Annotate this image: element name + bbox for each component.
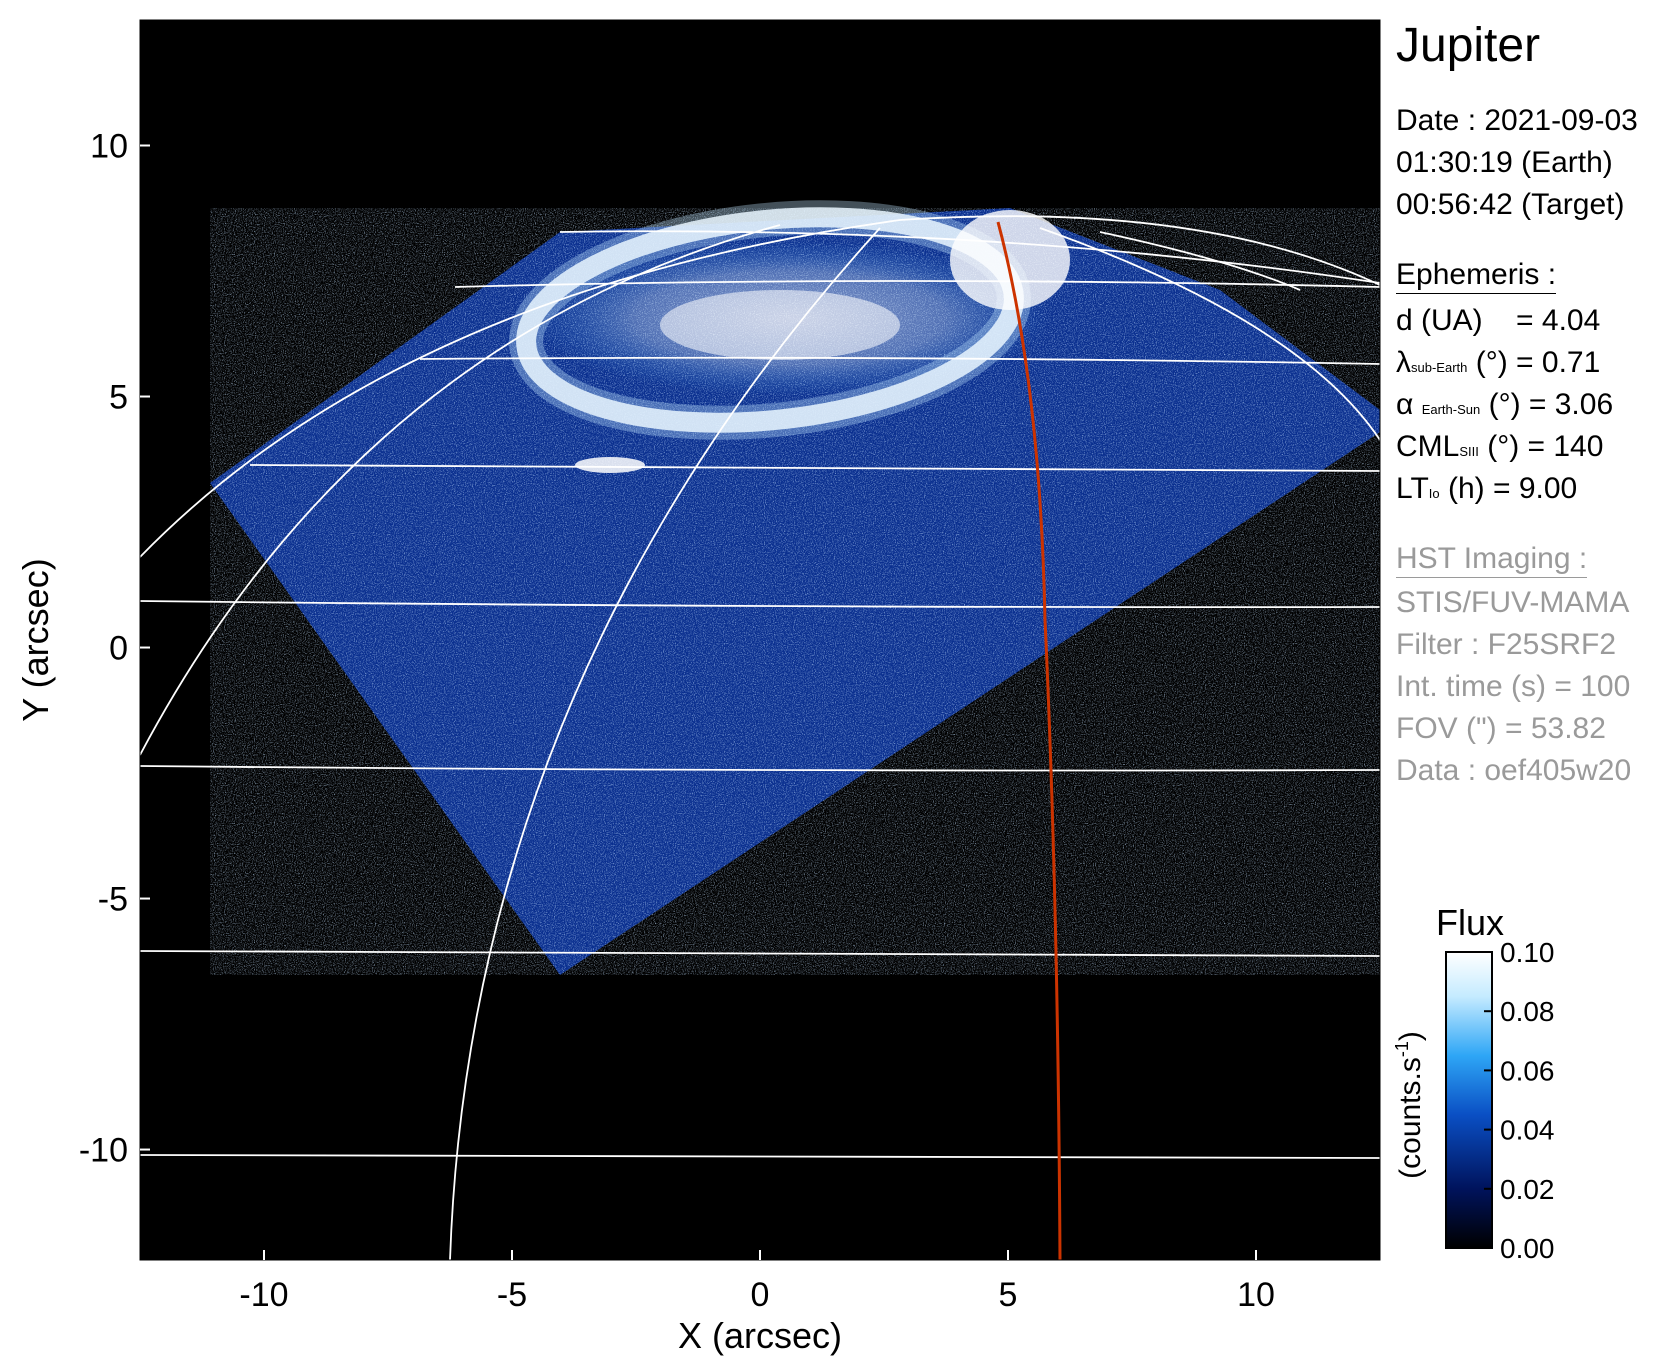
distance-label: d (UA) [1396, 304, 1483, 337]
lambda-subscript: sub-Earth [1411, 360, 1468, 375]
lt-value: (h) = 9.00 [1447, 472, 1578, 505]
info-date: Date : 2021-09-03 [1396, 104, 1638, 137]
cml-subscript: SIII [1459, 444, 1479, 459]
hst-data-id: Data : oef405w20 [1396, 754, 1632, 787]
cml-symbol: CML [1396, 430, 1460, 463]
colorbar-tick-label: 0.06 [1500, 1055, 1555, 1086]
alpha-value: (°) = 3.06 [1488, 388, 1614, 421]
colorbar-unit-close: ) [1394, 1031, 1427, 1041]
colorbar [1445, 951, 1493, 1249]
colorbar-unit-exponent: -1 [1392, 1041, 1412, 1057]
hst-instrument: STIS/FUV-MAMA [1396, 586, 1630, 619]
hst-fov: FOV (") = 53.82 [1396, 712, 1606, 745]
ephemeris-header: Ephemeris : [1396, 258, 1557, 294]
alpha-subscript: Earth-Sun [1421, 402, 1481, 417]
distance-value: = 4.04 [1516, 304, 1601, 337]
y-tick-label: 10 [90, 128, 128, 166]
lambda-value: (°) = 0.71 [1475, 346, 1601, 379]
cml-value: (°) = 140 [1487, 430, 1604, 463]
x-tick-label: -5 [497, 1276, 527, 1314]
y-axis-ticks: 10 5 0 -5 -10 [79, 128, 150, 1170]
x-axis-label: X (arcsec) [678, 1315, 842, 1356]
colorbar-tick-label: 0.08 [1500, 996, 1555, 1027]
ephemeris-distance: d (UA) = 4.04 [1396, 304, 1600, 338]
hst-header: HST Imaging : [1396, 542, 1588, 578]
y-axis-label: Y (arcsec) [15, 558, 56, 721]
hst-int-time: Int. time (s) = 100 [1396, 670, 1631, 703]
y-tick-label: 5 [109, 379, 128, 417]
x-tick-label: 10 [1237, 1276, 1275, 1314]
ephemeris-cml: CMLSIII (°) = 140 [1396, 430, 1603, 464]
io-footprint-curve [996, 221, 1062, 1260]
info-time-target: 00:56:42 (Target) [1396, 188, 1625, 221]
info-time-earth: 01:30:19 (Earth) [1396, 146, 1613, 179]
ephemeris-lambda: λsub-Earth (°) = 0.71 [1396, 346, 1600, 380]
hst-filter: Filter : F25SRF2 [1396, 628, 1617, 661]
lambda-symbol: λ [1396, 346, 1411, 379]
auroral-oval [509, 200, 1070, 473]
alpha-symbol: α [1396, 388, 1414, 421]
ephemeris-lt: LTIo (h) = 9.00 [1396, 472, 1577, 506]
x-tick-label: -10 [239, 1276, 288, 1314]
y-tick-label: -10 [79, 1132, 128, 1170]
info-panel: Jupiter Date : 2021-09-03 01:30:19 (Eart… [1396, 0, 1676, 900]
colorbar-tick-label: 0.10 [1500, 937, 1555, 968]
detector-swath-texture [210, 208, 1380, 975]
colorbar-tick-label: 0.02 [1500, 1174, 1555, 1205]
lt-subscript: Io [1428, 486, 1440, 501]
colorbar-ticks: 0.10 0.08 0.06 0.04 0.02 0.00 [1484, 937, 1555, 1264]
colorbar-title: Flux [1436, 902, 1504, 943]
colorbar-unit-label: (counts.s-1) [1392, 1031, 1427, 1179]
info-title: Jupiter [1396, 19, 1541, 72]
ephemeris-alpha: α Earth-Sun (°) = 3.06 [1396, 388, 1613, 422]
x-tick-label: 5 [999, 1276, 1018, 1314]
colorbar-tick-label: 0.04 [1500, 1115, 1555, 1146]
y-tick-label: -5 [98, 881, 128, 919]
colorbar-tick-label: 0.00 [1500, 1233, 1555, 1264]
y-tick-label: 0 [109, 630, 128, 668]
meridian-grid [140, 215, 1380, 1260]
x-tick-label: 0 [751, 1276, 770, 1314]
x-axis-ticks: -10 -5 0 5 10 [239, 1250, 1275, 1314]
lt-symbol: LT [1396, 472, 1429, 505]
